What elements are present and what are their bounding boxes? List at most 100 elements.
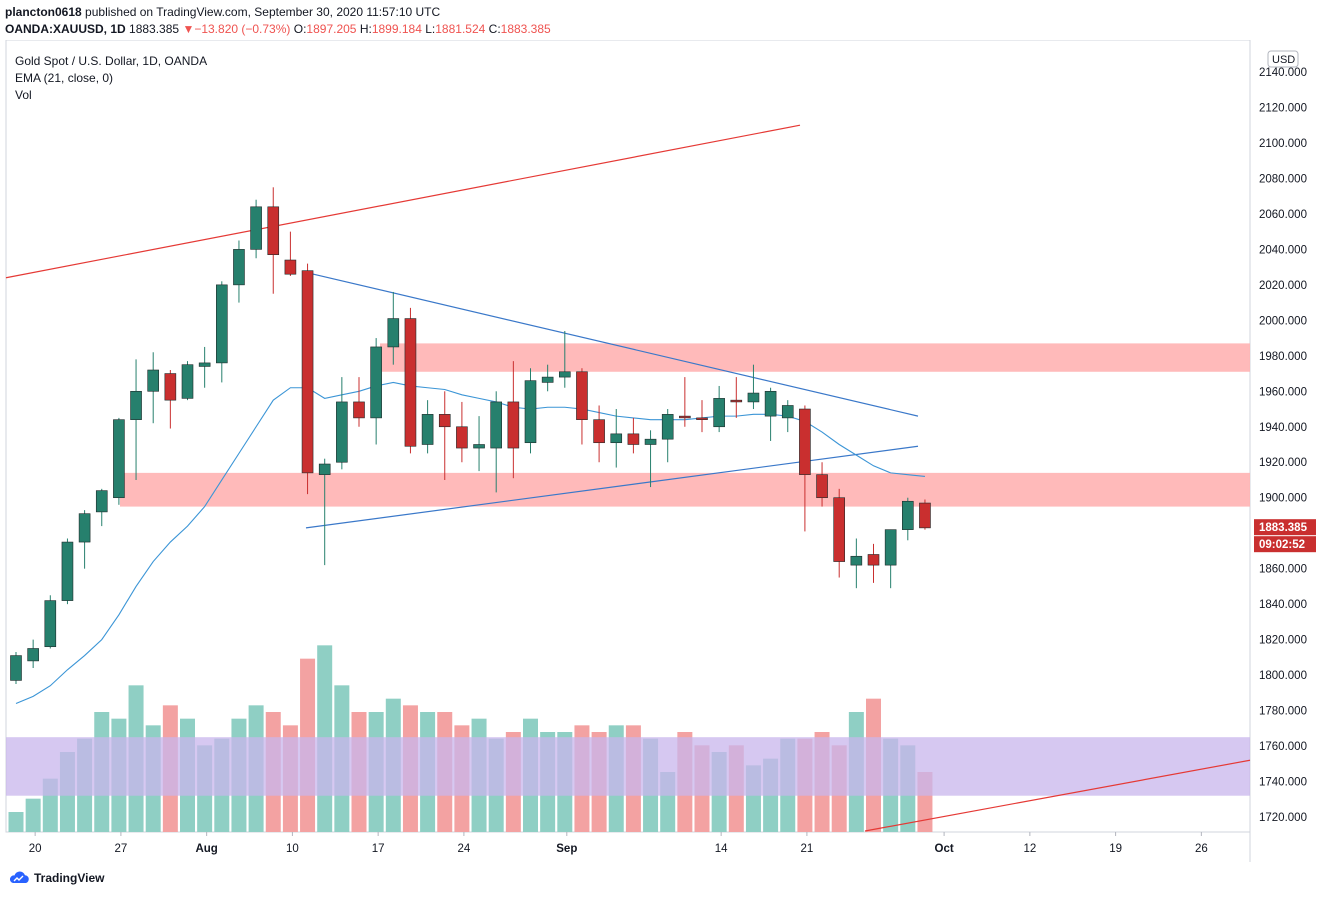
candle-body xyxy=(696,417,708,420)
y-tick-label: 2140.000 xyxy=(1259,67,1307,79)
candle-body xyxy=(644,438,657,445)
y-tick-label: 1780.000 xyxy=(1259,706,1307,718)
symbol-label: OANDA:XAUUSD, 1D xyxy=(5,22,126,36)
candle-body xyxy=(713,398,725,428)
candle-body xyxy=(130,390,142,420)
candle-body xyxy=(438,414,451,428)
candle-body xyxy=(679,415,691,419)
y-tick-label: 1960.000 xyxy=(1259,386,1307,398)
legend-title: Gold Spot / U.S. Dollar, 1D, OANDA xyxy=(15,54,208,68)
candle-body xyxy=(473,444,485,449)
x-tick-label: Sep xyxy=(556,843,577,855)
close-label: C: xyxy=(488,22,501,36)
y-tick-label: 1900.000 xyxy=(1259,493,1307,505)
volume-bar xyxy=(25,798,41,832)
x-tick-label: 10 xyxy=(286,843,299,855)
candle-body xyxy=(541,376,554,383)
volume-bar xyxy=(8,812,24,832)
candle-body xyxy=(353,401,365,419)
candle-body xyxy=(524,380,537,444)
y-tick-label: 1720.000 xyxy=(1259,812,1307,824)
candle-body xyxy=(833,497,846,562)
y-tick-label: 1920.000 xyxy=(1259,457,1307,469)
x-tick-label: 26 xyxy=(1195,843,1208,855)
close-value: 1883.385 xyxy=(500,22,551,36)
low-label: L: xyxy=(425,22,436,36)
candle-body xyxy=(404,318,417,447)
x-tick-label: Aug xyxy=(195,843,217,855)
candle-body xyxy=(593,419,605,444)
candle-body xyxy=(781,405,794,419)
candle-body xyxy=(919,502,931,529)
candle-body xyxy=(301,270,314,474)
candle-body xyxy=(576,371,588,420)
resistance-zone xyxy=(380,343,1250,372)
y-tick-label: 2000.000 xyxy=(1259,315,1307,327)
candle-body xyxy=(318,463,331,475)
cloud-logo-icon xyxy=(9,871,29,883)
candle-body xyxy=(421,414,434,445)
change-value: −13.820 (−0.73%) xyxy=(194,22,291,36)
candle-body xyxy=(610,433,623,444)
currency-label: USD xyxy=(1272,54,1295,66)
candle-body xyxy=(884,529,897,566)
publish-info: published on TradingView.com, September … xyxy=(85,5,441,19)
legend-volume: Vol xyxy=(15,88,32,102)
x-tick-label: 27 xyxy=(115,843,128,855)
high-label: H: xyxy=(359,22,372,36)
ema-line xyxy=(15,381,926,704)
author-name[interactable]: plancton0618 xyxy=(5,5,82,19)
candle-body xyxy=(764,390,777,417)
currency-box xyxy=(1267,50,1299,68)
last-price-box xyxy=(1254,519,1316,536)
price-chart[interactable]: 2140.000 2120.000 2100.000 2080.000 2060.000… xyxy=(0,40,1325,862)
candle-body xyxy=(816,474,828,499)
candle-body xyxy=(661,414,674,440)
candle-body xyxy=(370,346,382,419)
upper-red-trendline xyxy=(5,124,801,279)
candle-body xyxy=(147,369,159,392)
candle-body xyxy=(627,433,640,445)
candle-body xyxy=(490,401,503,449)
countdown-box xyxy=(1254,536,1316,553)
x-tick-label: 21 xyxy=(801,843,814,855)
volume-zone xyxy=(6,737,1250,796)
chart-legend: Gold Spot / U.S. Dollar, 1D, OANDA EMA (… xyxy=(15,53,207,104)
y-tick-label: 1980.000 xyxy=(1259,351,1307,363)
candle-body xyxy=(250,206,262,250)
y-tick-label: 2120.000 xyxy=(1259,102,1307,114)
y-tick-label: 1860.000 xyxy=(1259,564,1307,576)
candle-body xyxy=(10,655,22,681)
candle-body xyxy=(901,500,914,530)
candle-body xyxy=(113,419,125,499)
open-label: O: xyxy=(293,22,307,36)
lower-red-trendline xyxy=(864,759,1251,832)
candle-body xyxy=(95,490,108,513)
tradingview-logo[interactable]: TradingView xyxy=(8,871,104,885)
y-tick-label: 1740.000 xyxy=(1259,777,1307,789)
candle-body xyxy=(78,513,91,543)
candle-body xyxy=(387,318,400,348)
y-tick-label: 2020.000 xyxy=(1259,280,1307,292)
countdown-label: 09:02:52 xyxy=(1259,539,1305,551)
y-tick-label: 1760.000 xyxy=(1259,741,1307,753)
candle-body xyxy=(336,401,348,463)
last-price: 1883.385 xyxy=(129,22,180,36)
x-tick-label: Oct xyxy=(935,843,954,855)
candle-body xyxy=(164,373,177,401)
low-value: 1881.524 xyxy=(435,22,486,36)
y-tick-label: 1800.000 xyxy=(1259,670,1307,682)
y-tick-label: 1940.000 xyxy=(1259,422,1307,434)
y-tick-label: 2040.000 xyxy=(1259,244,1307,256)
last-price-label: 1883.385 xyxy=(1259,522,1308,534)
open-value: 1897.205 xyxy=(306,22,357,36)
legend-ema: EMA (21, close, 0) xyxy=(15,71,114,85)
ohlc-line: OANDA:XAUUSD, 1D 1883.385 ▼−13.820 (−0.7… xyxy=(5,22,551,36)
candle-body xyxy=(456,426,468,449)
resistance-zone xyxy=(120,472,1250,507)
x-tick-label: 20 xyxy=(29,843,42,855)
candle-body xyxy=(747,392,760,403)
down-arrow-icon: ▼ xyxy=(182,22,195,36)
candle-body xyxy=(61,541,74,601)
y-tick-label: 1840.000 xyxy=(1259,599,1307,611)
